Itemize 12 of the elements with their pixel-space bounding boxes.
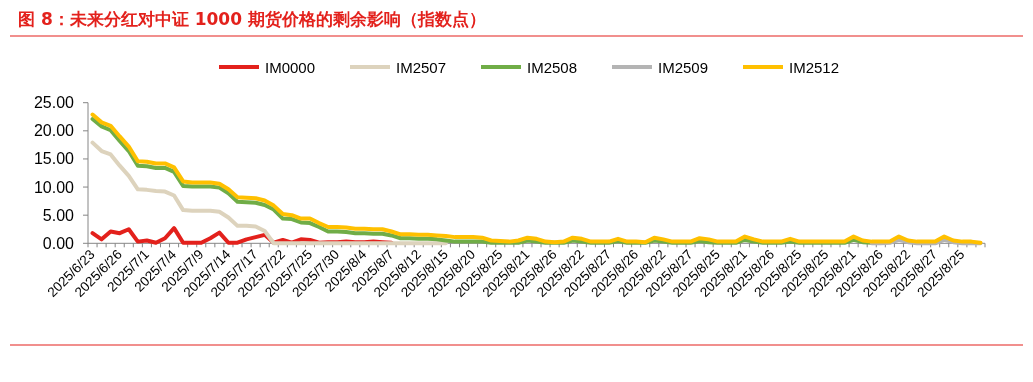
y-tick-label: 20.00 <box>33 122 75 140</box>
y-tick-label: 0.00 <box>42 234 75 252</box>
legend-label: IM2507 <box>396 58 447 76</box>
y-tick-label: 5.00 <box>42 206 75 224</box>
legend-label: IM0000 <box>265 58 316 76</box>
legend-label: IM2508 <box>527 58 578 76</box>
y-tick-label: 15.00 <box>33 150 75 168</box>
legend-label: IM2509 <box>658 58 709 76</box>
title: 图 8：未来分红对中证 1000 期货价格的剩余影响（指数点） <box>18 9 486 29</box>
legend-label: IM2512 <box>789 58 840 76</box>
y-tick-label: 25.00 <box>33 94 75 112</box>
y-tick-label: 10.00 <box>33 178 75 196</box>
